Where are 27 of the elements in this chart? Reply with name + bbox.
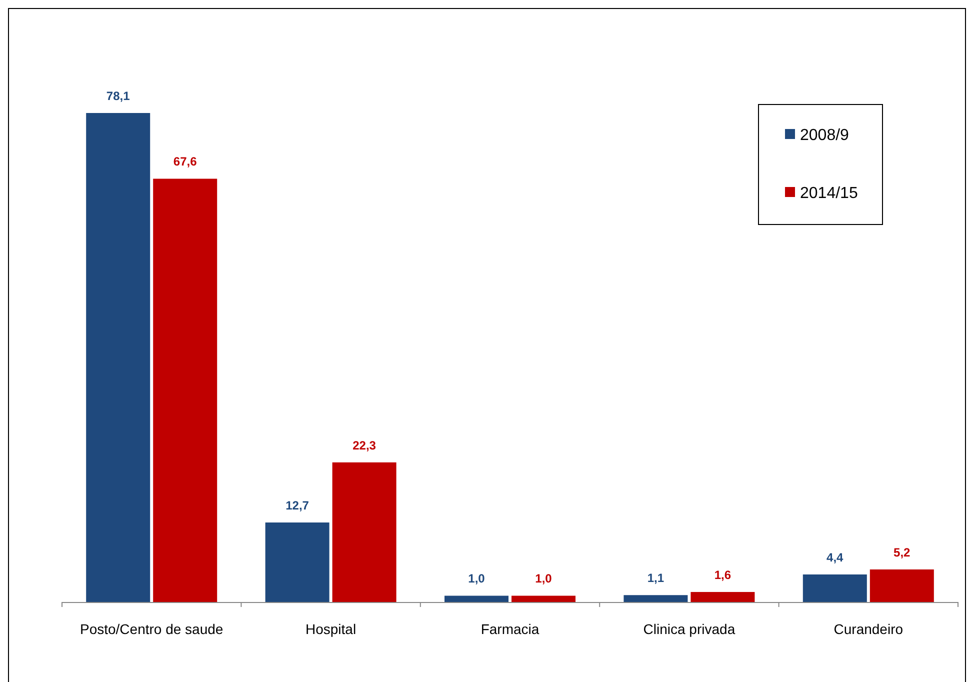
- data-label: 1,0: [535, 572, 552, 586]
- data-label: 22,3: [352, 438, 376, 452]
- x-tick-label: Hospital: [306, 621, 356, 637]
- data-label: 78,1: [106, 89, 130, 103]
- legend-label: 2014/15: [800, 185, 858, 202]
- bar: [332, 462, 396, 602]
- data-label: 4,4: [826, 550, 844, 564]
- bar: [153, 178, 218, 602]
- x-tick-label: Farmacia: [480, 621, 540, 637]
- data-label: 1,1: [647, 571, 664, 586]
- bar: [802, 574, 867, 602]
- bar: [512, 596, 576, 602]
- data-label: 12,7: [286, 498, 310, 512]
- x-tick-label: Posto/Centro de saude: [80, 621, 224, 637]
- legend-label: 2008/9: [800, 127, 850, 144]
- bar: [86, 113, 150, 602]
- bar: [444, 596, 508, 602]
- data-label: 5,2: [894, 545, 911, 560]
- data-label: 67,6: [173, 154, 198, 169]
- x-tick-label: Curandeiro: [834, 621, 904, 637]
- data-label: 1,6: [714, 568, 732, 582]
- bar: [870, 569, 934, 602]
- bar: [265, 522, 330, 602]
- x-tick-label: Clinica privada: [643, 621, 736, 637]
- data-label: 1,0: [468, 572, 486, 586]
- bar: [624, 595, 688, 602]
- bar: [690, 592, 755, 602]
